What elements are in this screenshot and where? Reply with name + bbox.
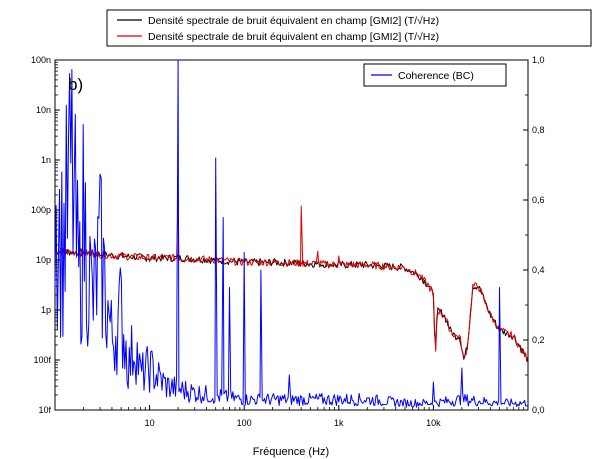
top-legend: Densité spectrale de bruit équivalent en… bbox=[106, 9, 592, 47]
y-right-tick-label: 0,2 bbox=[532, 335, 545, 345]
y-left-tick-label: 100n bbox=[31, 55, 51, 65]
axes-layer: 100n 10n 1n 100p 10p 1p 100f 10f 1,0 0,8 0,6 0,4 0,2… bbox=[31, 55, 545, 428]
y-left-tick-label: 10n bbox=[36, 105, 51, 115]
y-left-tick-label: 1p bbox=[41, 305, 51, 315]
legend-label-red: Densité spectrale de bruit équivalent en… bbox=[148, 31, 439, 43]
x-tick-label: 10 bbox=[145, 418, 155, 428]
legend-label-black: Densité spectrale de bruit équivalent en… bbox=[148, 15, 439, 27]
x-tick-label: 100 bbox=[237, 418, 252, 428]
plot-area bbox=[54, 59, 529, 411]
x-axis-title: Fréquence (Hz) bbox=[253, 446, 329, 458]
y-left-tick-label: 1n bbox=[41, 155, 51, 165]
x-tick-label: 10k bbox=[426, 418, 441, 428]
y-left-tick-label: 10p bbox=[36, 255, 51, 265]
series-layer bbox=[54, 59, 529, 408]
y-right-tick-label: 0,6 bbox=[532, 195, 545, 205]
y-left-tick-label: 100f bbox=[33, 355, 51, 365]
y-right-tick-label: 0,0 bbox=[532, 405, 545, 415]
inset-legend: Coherence (BC) bbox=[363, 63, 507, 87]
legend-label-blue: Coherence (BC) bbox=[398, 70, 474, 82]
panel-label: b) bbox=[68, 75, 83, 94]
x-tick-label: 1k bbox=[334, 418, 344, 428]
y-right-tick-label: 0,8 bbox=[532, 125, 545, 135]
series-line-2 bbox=[54, 59, 529, 408]
y-left-tick-label: 100p bbox=[31, 205, 51, 215]
y-right-tick-label: 0,4 bbox=[532, 265, 545, 275]
y-left-tick-label: 10f bbox=[38, 405, 51, 415]
y-right-tick-label: 1,0 bbox=[532, 55, 545, 65]
series-line-1 bbox=[54, 194, 529, 363]
